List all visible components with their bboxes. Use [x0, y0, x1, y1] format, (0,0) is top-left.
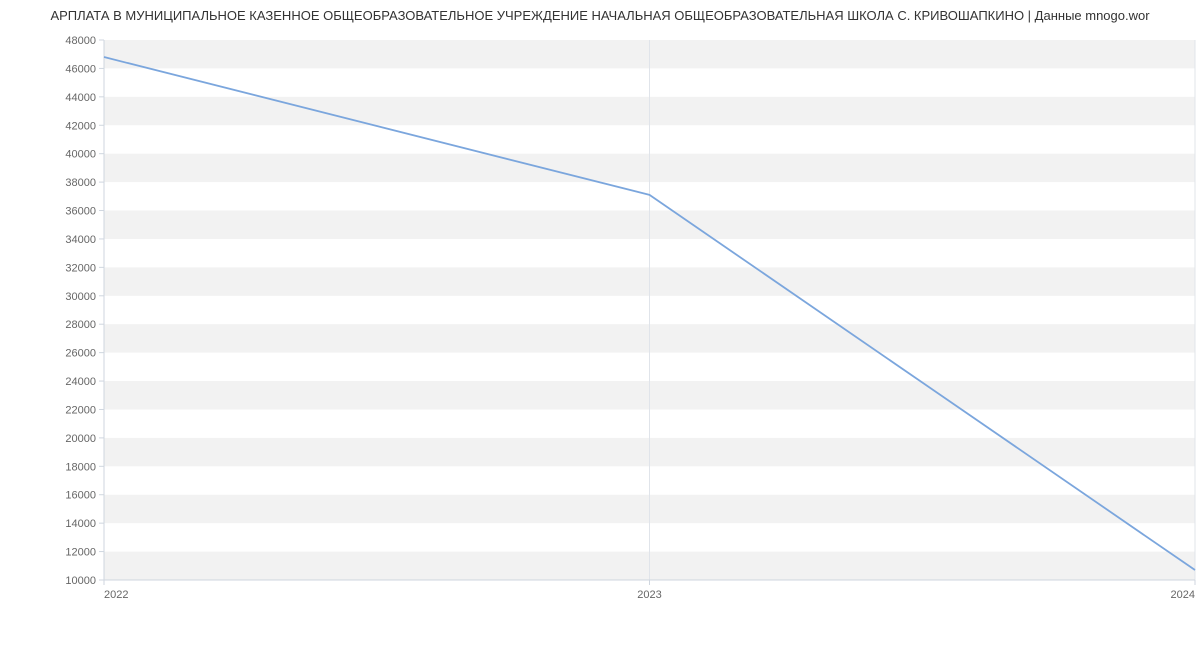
- salary-line-chart: 10000 12000 14000 16000 18000 20000 22000 24000…: [0, 0, 1200, 650]
- y-tick-label: 30000: [65, 291, 96, 303]
- y-tick-label: 12000: [65, 547, 96, 559]
- y-tick-label: 36000: [65, 206, 96, 218]
- y-tick-label: 16000: [65, 490, 96, 502]
- y-tick-label: 18000: [65, 461, 96, 473]
- y-tick-label: 44000: [65, 92, 96, 104]
- y-tick-label: 48000: [65, 35, 96, 47]
- x-tick-label: 2024: [1171, 589, 1195, 601]
- x-tick-label: 2022: [104, 589, 128, 601]
- y-tick-label: 14000: [65, 518, 96, 530]
- y-tick-label: 46000: [65, 63, 96, 75]
- y-tick-label: 26000: [65, 348, 96, 360]
- y-tick-label: 32000: [65, 262, 96, 274]
- y-tick-label: 34000: [65, 234, 96, 246]
- y-tick-label: 38000: [65, 177, 96, 189]
- y-tick-label: 42000: [65, 120, 96, 132]
- y-tick-label: 24000: [65, 376, 96, 388]
- y-tick-label: 28000: [65, 319, 96, 331]
- y-tick-label: 22000: [65, 404, 96, 416]
- y-tick-label: 20000: [65, 433, 96, 445]
- x-tick-label: 2023: [637, 589, 661, 601]
- chart-title: АРПЛАТА В МУНИЦИПАЛЬНОЕ КАЗЕННОЕ ОБЩЕОБР…: [0, 8, 1200, 23]
- y-tick-label: 40000: [65, 149, 96, 161]
- y-tick-label: 10000: [65, 575, 96, 587]
